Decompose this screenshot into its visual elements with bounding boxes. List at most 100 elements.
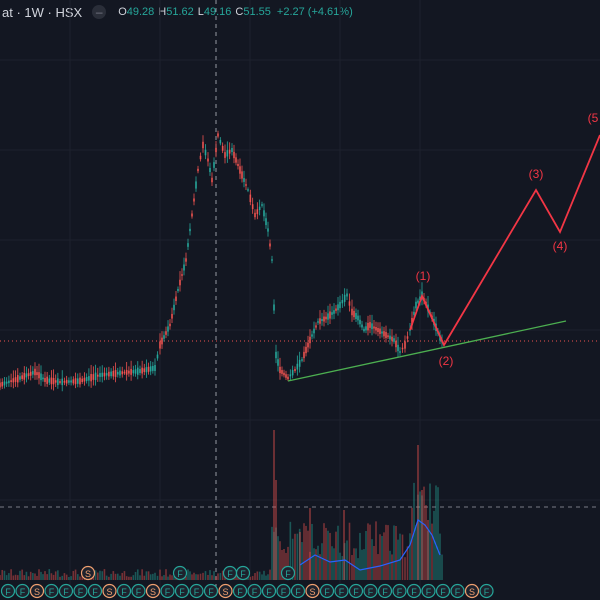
candle-body <box>265 218 267 226</box>
candle-body <box>287 376 289 380</box>
candle-body <box>167 326 169 332</box>
event-badge <box>172 565 188 581</box>
volume-bar <box>323 523 325 580</box>
volume-bar <box>38 569 40 580</box>
volume-bar <box>311 523 313 580</box>
volume-bar <box>258 571 261 580</box>
candle-body <box>343 294 346 302</box>
volume-bar <box>435 485 437 580</box>
volume-bar <box>68 576 70 580</box>
candle-body <box>331 312 333 315</box>
candle-body <box>48 378 51 383</box>
volume-bar <box>143 575 146 580</box>
event-badge <box>102 583 117 599</box>
volume-bar <box>371 539 373 580</box>
candle-body <box>152 365 154 371</box>
volume-bar <box>3 570 6 580</box>
candle-body <box>231 148 233 152</box>
volume-bar <box>427 520 429 580</box>
volume-bar <box>335 531 337 580</box>
minus-icon[interactable]: – <box>92 5 107 19</box>
event-badge-letter: F <box>227 569 233 579</box>
candle-body <box>397 344 399 352</box>
candle-body <box>169 323 171 327</box>
candle-body <box>173 304 175 311</box>
candle-body <box>195 181 197 189</box>
symbol-label[interactable]: at · 1W · HSX <box>2 4 83 20</box>
volume-bar <box>195 574 197 580</box>
wave-label: (5 <box>588 111 599 125</box>
volume-bar <box>197 574 199 580</box>
wave-label: (2) <box>439 354 454 368</box>
volume-bar <box>409 533 411 580</box>
candle-body <box>269 243 271 247</box>
event-badge-letter: S <box>150 587 156 597</box>
volume-bar <box>263 570 265 580</box>
volume-bar <box>191 574 193 580</box>
event-badge-letter: S <box>469 587 475 597</box>
candle-body <box>110 371 112 377</box>
drawings[interactable]: (1) (2) (3) (4) (5 <box>287 111 600 382</box>
volume-bar <box>307 530 309 580</box>
candle-body <box>154 365 156 371</box>
volume-bar <box>189 571 191 580</box>
candle-body <box>277 359 279 366</box>
volume-bar <box>110 573 112 580</box>
volume-bar <box>185 576 187 580</box>
candle-body <box>185 258 187 262</box>
candle-body <box>239 166 241 174</box>
event-badge <box>29 583 45 599</box>
volume-bar <box>283 548 285 580</box>
volume-bar <box>373 545 375 580</box>
volume-bar <box>265 575 267 580</box>
candle-body <box>52 378 55 385</box>
volume-bar <box>12 575 15 580</box>
event-badge <box>87 583 103 599</box>
candle-body <box>281 370 283 374</box>
volume-bar <box>291 538 294 580</box>
event-badge <box>0 583 16 599</box>
volume-bar <box>433 510 435 580</box>
change-value: +2.27 (+4.61%) <box>276 6 353 18</box>
volume-bar <box>294 533 296 580</box>
event-badge <box>44 583 59 599</box>
candle-body <box>385 332 387 338</box>
volume-bar <box>61 575 64 580</box>
wave-label: (3) <box>529 167 544 181</box>
event-badge <box>73 583 88 599</box>
volume-bar <box>32 573 34 580</box>
volume-bar <box>351 555 353 580</box>
candle-body <box>359 319 361 325</box>
volume-bar <box>406 546 409 580</box>
event-badge-letter: F <box>20 587 26 597</box>
candle-body <box>207 158 209 162</box>
candle-body <box>361 324 363 328</box>
volume-bar <box>63 573 66 580</box>
volume-bar <box>404 557 406 580</box>
event-badge-letter: F <box>208 587 214 597</box>
candle-body <box>329 311 331 319</box>
event-badges[interactable]: F F S F F F F S F F S F F F F S F F F F F S F F F F F F F F F F S FS F F F F <box>0 565 494 599</box>
candle-body <box>27 373 30 376</box>
candle-body <box>413 311 415 315</box>
candle-body <box>25 373 28 378</box>
candle-body <box>275 351 277 359</box>
open-value: 49.28 <box>126 6 155 18</box>
volume-bar <box>365 530 367 580</box>
volume-bar <box>147 571 150 580</box>
wave-label: (4) <box>553 239 568 253</box>
volume-bar <box>417 445 419 580</box>
candle-body <box>65 379 68 384</box>
candle-body <box>23 372 26 380</box>
volume-bar <box>36 575 38 580</box>
event-badge-letter: F <box>240 569 246 579</box>
event-badge-letter: F <box>177 569 183 579</box>
candle-body <box>183 264 185 271</box>
volume-bar <box>397 539 399 580</box>
volume-bar <box>348 522 351 580</box>
volume-bar <box>431 523 433 580</box>
candle-body <box>285 374 287 378</box>
candle-body <box>261 204 263 206</box>
volume-bar <box>44 571 46 580</box>
